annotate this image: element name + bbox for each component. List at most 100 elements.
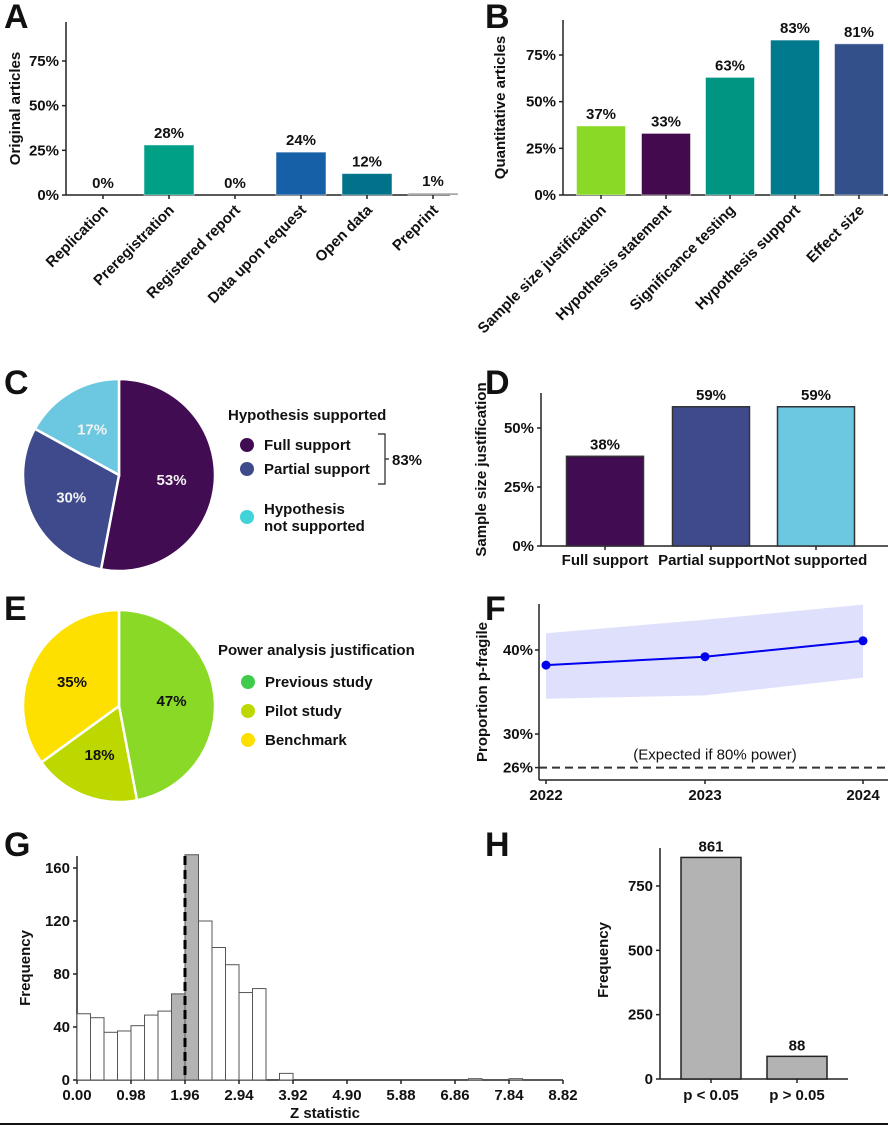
panel-letter-h: H: [485, 826, 510, 864]
x-tick-label: 5.88: [386, 1087, 415, 1104]
histogram-bar: [130, 1025, 145, 1081]
y-axis-title: Proportion p-fragile: [474, 622, 491, 762]
panel-e: 47% 18% 35% Power analysis justification Pre…: [21, 608, 415, 804]
y-axis-title: Sample size justification: [473, 382, 490, 556]
panel-d: 0% 25% 50% Sample size justification 38% Full…: [473, 382, 888, 569]
panel-letter-e: E: [4, 590, 27, 628]
data-label: 63%: [715, 57, 745, 74]
pie-slice: [33, 377, 121, 478]
x-tick-label: Not supported: [765, 552, 868, 569]
histogram-bar: [468, 1078, 483, 1081]
x-tick-label: Partial support: [658, 552, 764, 569]
bar: [565, 455, 645, 547]
histogram-bar: [157, 1010, 172, 1081]
legend-swatch: [241, 733, 255, 747]
data-label: 861: [698, 838, 723, 855]
legend-label: Full support: [264, 437, 351, 454]
data-label: 59%: [801, 387, 831, 404]
slice-label: 47%: [157, 693, 187, 710]
data-label: 12%: [352, 154, 382, 171]
panel-letter-a: A: [4, 0, 29, 36]
data-point: [858, 636, 868, 646]
data-label: 33%: [651, 113, 681, 130]
histogram-bar: [198, 920, 213, 1081]
legend-swatch: [241, 704, 255, 718]
y-tick-label: 25%: [504, 479, 534, 496]
data-label: 81%: [844, 24, 874, 41]
legend-title: Power analysis justification: [218, 642, 415, 659]
x-tick-label: 1.96: [170, 1087, 199, 1104]
panel-letter-c: C: [4, 364, 29, 402]
bar: [776, 406, 856, 547]
panel-h: 0 250 500 750 861 p < 0.05 88 p > 0.05 Frequency: [595, 838, 848, 1104]
panel-b: 0% 25% 50% 75% Quantitative articles 37% Sampl…: [475, 20, 888, 337]
legend-label: Pilot study: [265, 703, 342, 720]
y-tick-label: 0: [62, 1072, 70, 1089]
y-tick-label: 500: [628, 942, 653, 959]
data-label: 1%: [422, 173, 444, 190]
slice-label: 53%: [157, 472, 187, 489]
histogram-bar: [90, 1017, 105, 1081]
slice-label: 17%: [77, 422, 107, 439]
x-tick-label: 0.00: [62, 1087, 91, 1104]
y-tick-label: 80: [53, 966, 70, 983]
y-tick-label: 160: [45, 860, 70, 877]
pie-slice: [117, 608, 217, 802]
y-tick-label: 25%: [526, 140, 556, 157]
bracket-label: 83%: [392, 452, 422, 469]
x-tick-label: Significance testing: [627, 202, 739, 314]
y-tick-label: 50%: [29, 98, 59, 115]
legend-label: Partial support: [264, 461, 370, 478]
pie-slice: [21, 608, 121, 765]
slice-label: 30%: [56, 489, 86, 506]
panel-g: 0 40 80 120 160 0.00 0.98 1.96 2.94 3.92 4.90 5.88 6…: [17, 854, 578, 1122]
panel-a: 0%25%50%75%Original articles0%Replicatio…: [7, 22, 459, 307]
histogram-bar: [171, 993, 186, 1081]
x-tick-label: 7.84: [494, 1087, 524, 1104]
histogram-bar: [117, 1030, 132, 1081]
histogram-bar: [144, 1014, 159, 1081]
bar: [275, 151, 327, 196]
reference-label: (Expected if 80% power): [633, 747, 796, 764]
data-label: 88: [789, 1037, 806, 1054]
x-tick-label: Replication: [43, 202, 112, 271]
y-tick-label: 75%: [526, 47, 556, 64]
confidence-band: [546, 604, 863, 699]
panel-letter-g: G: [4, 826, 30, 864]
panel-f: (Expected if 80% power) 26% 30% 40% Proporti…: [474, 604, 888, 804]
y-tick-label: 120: [45, 913, 70, 930]
data-point: [700, 652, 710, 662]
bar: [143, 144, 195, 196]
data-label: 28%: [154, 125, 184, 142]
y-axis-title: Frequency: [595, 921, 612, 998]
bar: [770, 39, 820, 196]
legend-title: Hypothesis supported: [228, 407, 386, 424]
histogram-bar: [211, 947, 226, 1081]
panel-c: 53% 30% 17% Hypothesis supported Full suppor…: [21, 377, 422, 573]
x-tick-label: 2.94: [224, 1087, 254, 1104]
bar: [766, 1055, 828, 1080]
data-label: 38%: [590, 436, 620, 453]
pie-slice: [99, 377, 217, 573]
histogram-bar: [238, 992, 253, 1081]
y-tick-label: 25%: [29, 142, 59, 159]
legend-swatch: [241, 675, 255, 689]
histogram-bar: [252, 988, 267, 1081]
histogram-bar: [225, 964, 240, 1081]
y-axis-title: Frequency: [17, 929, 34, 1006]
pie-slice: [39, 703, 139, 804]
x-tick-label: 2022: [529, 787, 562, 804]
data-label: 83%: [780, 20, 810, 37]
histogram-bar: [184, 854, 199, 1081]
legend-swatch: [240, 438, 254, 452]
x-tick-label: 2024: [846, 787, 880, 804]
histogram-bar: [76, 1013, 91, 1081]
y-axis-title: Quantitative articles: [492, 36, 509, 179]
data-label: 37%: [586, 106, 616, 123]
y-tick-label: 250: [628, 1007, 653, 1024]
x-tick-label: Effect size: [803, 202, 867, 266]
bar: [341, 173, 393, 196]
y-tick-label: 50%: [504, 420, 534, 437]
bracket: [378, 433, 389, 485]
slice-label: 35%: [57, 674, 87, 691]
